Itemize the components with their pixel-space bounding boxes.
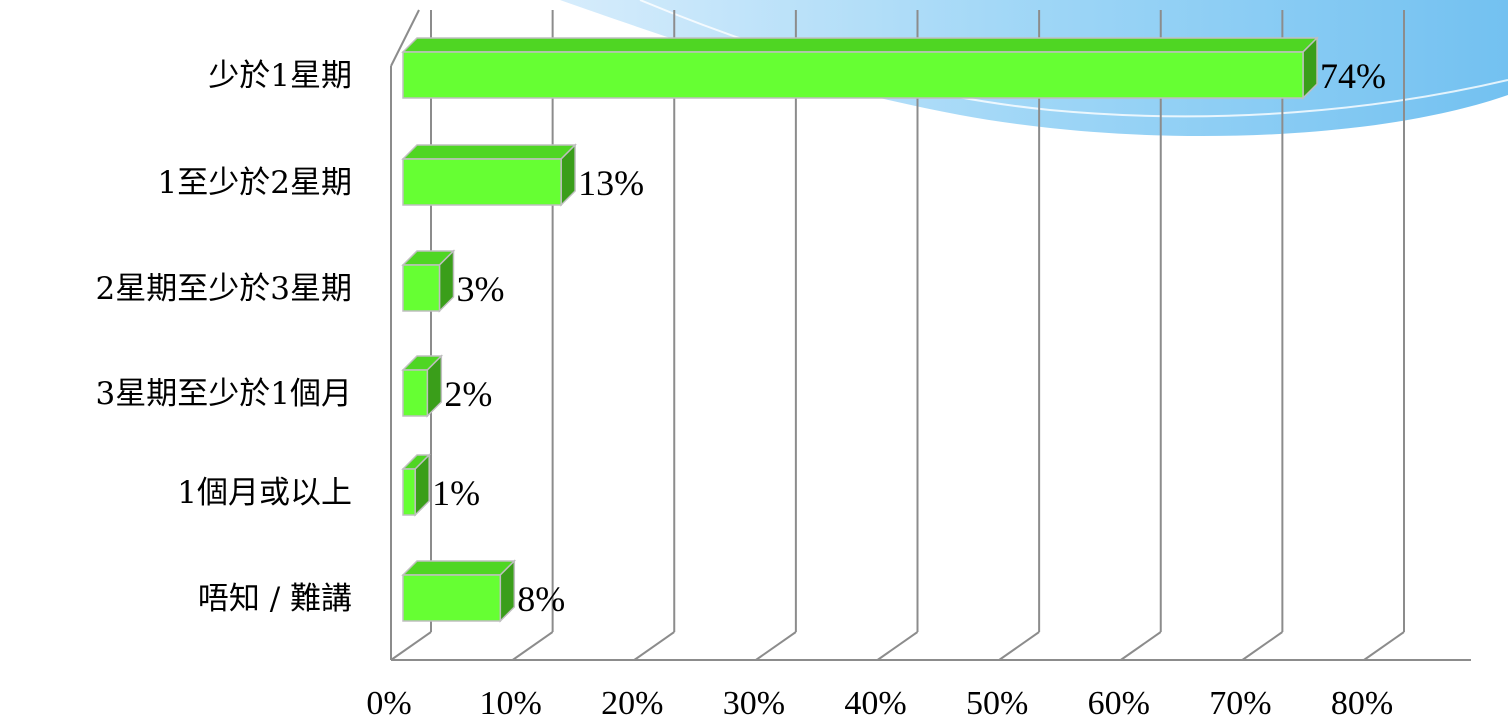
tick-label-40: 40% bbox=[844, 685, 906, 722]
floor-line-40 bbox=[876, 631, 919, 661]
bar-top-0 bbox=[401, 37, 1319, 53]
data-label-0: 74% bbox=[1320, 56, 1386, 96]
floor-line-60 bbox=[1120, 631, 1162, 661]
tick-label-70: 70% bbox=[1209, 685, 1271, 722]
bar-0 bbox=[402, 51, 1304, 99]
bar-1 bbox=[402, 158, 562, 206]
floor-line-80 bbox=[1363, 631, 1405, 661]
tick-label-80: 80% bbox=[1331, 685, 1393, 722]
bar-series bbox=[401, 36, 1319, 623]
category-label-0: 少於1星期 bbox=[208, 58, 352, 94]
tick-label-60: 60% bbox=[1088, 685, 1150, 722]
wall-top-edge bbox=[390, 9, 420, 67]
chart-gridlines bbox=[390, 9, 1471, 661]
category-label-5: 唔知 / 難講 bbox=[198, 581, 352, 617]
data-label-4: 1% bbox=[432, 473, 480, 513]
floor-line-30 bbox=[755, 631, 797, 661]
floor-line-10 bbox=[512, 631, 554, 661]
bar-top-5 bbox=[401, 560, 517, 576]
category-label-1: 1至少於2星期 bbox=[158, 165, 352, 201]
bar-3 bbox=[402, 369, 429, 417]
bar-5 bbox=[402, 574, 502, 622]
category-label-3: 3星期至少於1個月 bbox=[96, 376, 352, 412]
data-labels: 74% 13% 3% 2% 1% 8% bbox=[432, 56, 1386, 619]
tick-label-50: 50% bbox=[966, 685, 1028, 722]
tick-label-0: 0% bbox=[366, 685, 411, 722]
bar-2 bbox=[402, 264, 441, 312]
data-label-3: 2% bbox=[444, 374, 492, 414]
category-label-4: 1個月或以上 bbox=[177, 475, 352, 511]
floor-line-20 bbox=[633, 631, 675, 661]
bar-top-1 bbox=[401, 144, 577, 160]
bar-4 bbox=[402, 468, 416, 516]
data-label-1: 13% bbox=[578, 163, 644, 203]
category-label-2: 2星期至少於3星期 bbox=[96, 271, 352, 307]
tick-label-20: 20% bbox=[601, 685, 663, 722]
floor-line-50 bbox=[998, 631, 1040, 661]
floor-line-70 bbox=[1241, 631, 1283, 661]
floor-line-0 bbox=[390, 631, 432, 661]
tick-label-10: 10% bbox=[479, 685, 541, 722]
data-label-5: 8% bbox=[517, 579, 565, 619]
value-axis-tick-labels: 0% 10% 20% 30% 40% 50% 60% 70% 80% bbox=[366, 685, 1393, 722]
tick-label-30: 30% bbox=[723, 685, 785, 722]
data-label-2: 3% bbox=[456, 269, 504, 309]
